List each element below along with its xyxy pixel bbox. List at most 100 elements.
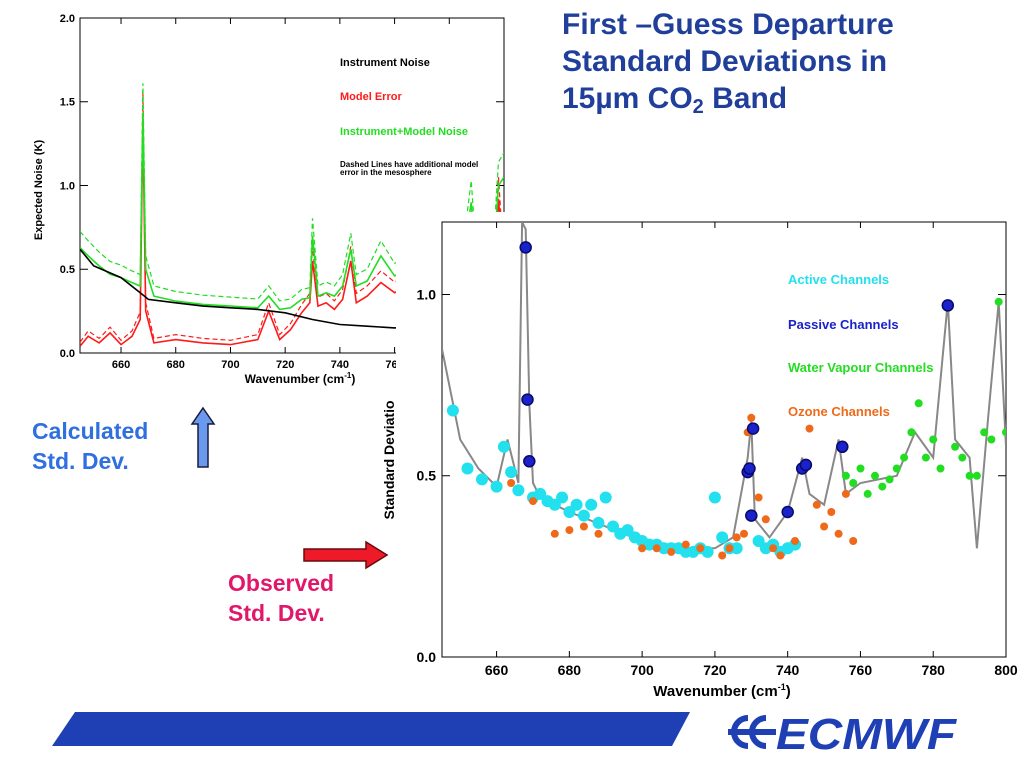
x-tick-label: 700 [630, 662, 654, 678]
active-channel-point [599, 491, 612, 504]
water-vapour-channel-point [936, 464, 945, 473]
active-channel-point [577, 509, 590, 522]
observed-legend: Active Channels Passive Channels Water V… [788, 272, 933, 419]
legend-active-channels: Active Channels [788, 272, 889, 287]
ozone-channel-point [827, 508, 836, 516]
passive-channel-point [745, 509, 758, 522]
legend-ozone-channels: Ozone Channels [788, 404, 890, 419]
water-vapour-channel-point [871, 471, 879, 480]
water-vapour-channel-point [921, 453, 930, 462]
observed-caption-line-1: Observed [228, 570, 335, 596]
water-vapour-channel-point [856, 464, 865, 473]
x-tick-label: 740 [776, 662, 800, 678]
y-tick-label: 2.0 [60, 13, 75, 25]
active-channel-point [505, 466, 518, 479]
water-vapour-channel-point [841, 471, 850, 480]
active-channel-point [570, 498, 583, 511]
active-channel-point [592, 516, 605, 529]
ozone-channel-point [507, 479, 516, 487]
y-tick-label: 0.0 [60, 348, 75, 360]
note-dashed-line-2: error in the mesosphere [340, 168, 432, 177]
calculated-caption-line-1: Calculated [32, 418, 149, 444]
legend-instrument-noise: Instrument Noise [340, 57, 430, 69]
title-line-3: 15µm CO [562, 82, 693, 115]
water-vapour-channel-point [849, 479, 858, 487]
active-channel-point [701, 545, 714, 558]
legend-water-vapour-channels: Water Vapour Channels [788, 360, 933, 375]
x-tick-label: 700 [221, 359, 239, 371]
ozone-channel-point [841, 489, 850, 498]
observed-y-ticks: 0.0 0.5 1.0 [417, 286, 1006, 665]
x-tick-label: 660 [112, 359, 130, 371]
ecmwf-logo-mark [728, 715, 776, 749]
calculated-y-ticks: 0.0 0.5 1.0 1.5 2.0 [60, 13, 504, 360]
active-channel-point [476, 473, 488, 486]
passive-channel-point [941, 299, 955, 312]
water-vapour-channel-point [987, 435, 996, 444]
passive-channel-point [743, 462, 756, 475]
active-channel-point [461, 462, 474, 475]
calculated-caption-line-2: Std. Dev. [32, 448, 129, 474]
ozone-channel-point [740, 529, 748, 538]
x-tick-label: 720 [276, 359, 294, 371]
active-channel-point [585, 498, 598, 511]
observed-caption: Observed Std. Dev. [228, 568, 334, 628]
ozone-channel-point [754, 493, 763, 502]
water-vapour-channel-point [863, 489, 872, 498]
active-channel-point [730, 542, 743, 555]
water-vapour-channel-point [885, 475, 894, 484]
water-vapour-channel-point [958, 453, 967, 462]
active-channel-point [497, 440, 510, 453]
note-dashed-line-1: Dashed Lines have additional model [340, 160, 478, 169]
x-tick-label: 780 [922, 662, 946, 678]
x-tick-label: 680 [167, 359, 185, 371]
y-tick-label: 0.5 [417, 468, 437, 484]
chart-canvas: 660 680 700 720 740 760 780 800 0.0 0.5 1.0 1.5 2.0… [33, 12, 1018, 700]
x-tick-label: 740 [331, 359, 349, 371]
water-vapour-channel-point [929, 435, 938, 444]
x-tick-label: 680 [558, 662, 582, 678]
legend-model-error: Model Error [340, 91, 402, 103]
passive-channel-point [746, 422, 760, 435]
active-channel-point [548, 498, 561, 511]
water-vapour-channel-point [1002, 428, 1006, 437]
ozone-channel-point [769, 544, 778, 553]
active-channel-point [512, 484, 525, 497]
ozone-channel-point [718, 551, 727, 560]
y-tick-label: 0.0 [417, 649, 437, 665]
right-arrow-icon [303, 540, 389, 570]
footer-band [52, 712, 690, 746]
ozone-channel-point [849, 537, 858, 545]
water-vapour-channel-point [965, 471, 974, 480]
ozone-channel-point [667, 547, 676, 556]
passive-channel-point [836, 440, 849, 454]
slide-title: First –Guess Departure Standard Deviatio… [562, 6, 1012, 117]
passive-channel-point [521, 393, 534, 406]
y-tick-label: 1.0 [60, 180, 75, 192]
calculated-caption: Calculated Std. Dev. [32, 416, 148, 476]
active-channel-point [446, 404, 459, 417]
ozone-channel-point [696, 544, 705, 553]
legend-instrument-model-noise: Instrument+Model Noise [340, 126, 468, 138]
passive-channel-point [523, 455, 536, 468]
x-tick-label: 800 [994, 662, 1018, 678]
title-line-3-end: Band [703, 82, 788, 115]
ozone-channel-point [791, 537, 799, 545]
y-tick-label: 0.5 [60, 264, 75, 276]
water-vapour-channel-point [907, 428, 916, 437]
up-arrow-icon [190, 406, 216, 468]
active-channel-point [556, 491, 569, 504]
ozone-channel-point [812, 500, 821, 509]
active-channel-point [490, 480, 503, 493]
passive-channel-point [517, 177, 528, 188]
x-tick-label: 720 [703, 662, 727, 678]
ozone-channel-point [820, 522, 829, 531]
active-channel-point [708, 491, 721, 504]
observed-x-ticks: 660 680 700 720 740 760 780 800 [485, 222, 1018, 678]
ozone-channel-point [565, 526, 574, 535]
observed-caption-line-2: Std. Dev. [228, 600, 325, 626]
ozone-channel-point [652, 544, 661, 553]
title-line-2: Standard Deviations in [562, 45, 888, 78]
ozone-channel-point [529, 497, 537, 506]
ozone-channel-point [681, 540, 690, 549]
